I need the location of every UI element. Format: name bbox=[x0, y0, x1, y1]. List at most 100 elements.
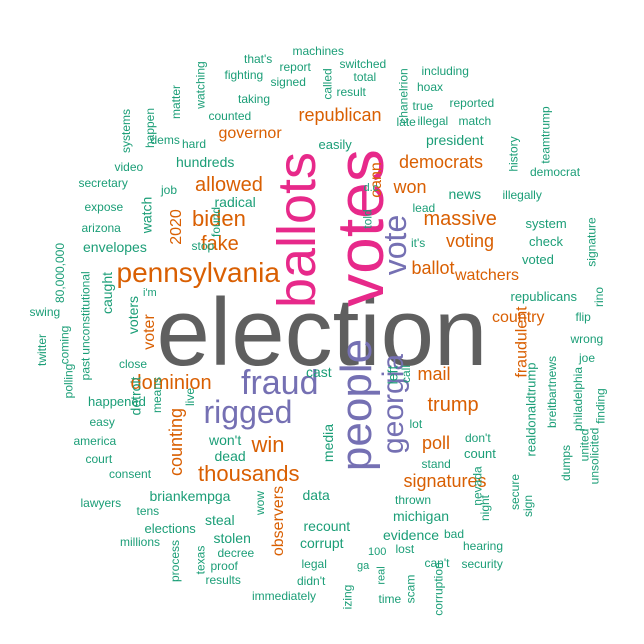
word-illegal: illegal bbox=[417, 114, 449, 128]
word-hoax: hoax bbox=[417, 80, 444, 94]
word-corrupt: corrupt bbox=[300, 535, 344, 551]
word-found: found bbox=[209, 206, 224, 238]
word-hearing: hearing bbox=[463, 539, 504, 553]
word-america: america bbox=[73, 434, 117, 448]
word-republican: republican bbox=[298, 105, 382, 125]
word-governor: governor bbox=[218, 125, 282, 142]
word-fighting: fighting bbox=[224, 68, 264, 82]
word-history: history bbox=[506, 136, 521, 172]
word-dominion: dominion bbox=[130, 372, 212, 394]
word-didn-t: didn't bbox=[297, 574, 326, 588]
word-it-s: it's bbox=[411, 236, 426, 250]
word-millions: millions bbox=[120, 535, 161, 549]
word-thrown: thrown bbox=[395, 493, 432, 507]
word-biden: biden bbox=[192, 206, 246, 231]
word-expose: expose bbox=[84, 200, 124, 214]
word-proof: proof bbox=[210, 559, 238, 573]
word-reported: reported bbox=[449, 96, 495, 110]
word-mail: mail bbox=[417, 364, 451, 384]
word-data: data bbox=[302, 487, 330, 503]
word-matter: matter bbox=[169, 84, 184, 120]
word-steal: steal bbox=[205, 512, 235, 528]
word-system: system bbox=[525, 215, 567, 231]
word-tens: tens bbox=[136, 504, 160, 518]
word-call: call bbox=[399, 364, 414, 384]
word-cast: cast bbox=[306, 364, 332, 380]
word-signed: signed bbox=[270, 75, 306, 89]
word-izing: izing bbox=[339, 584, 354, 610]
word-results: results bbox=[205, 573, 241, 587]
word-republicans: republicans bbox=[510, 288, 578, 304]
word-finding: finding bbox=[593, 388, 608, 424]
word-left: left bbox=[383, 365, 400, 385]
word-true: true bbox=[412, 99, 434, 113]
word-briankempga: briankempga bbox=[149, 488, 231, 504]
word-president: president bbox=[426, 132, 484, 148]
word-wrong: wrong bbox=[570, 332, 604, 346]
word-lot: lot bbox=[409, 417, 423, 431]
word-country: country bbox=[492, 309, 545, 326]
word-2020: 2020 bbox=[167, 209, 185, 245]
word-swing: swing bbox=[29, 305, 61, 319]
word-real: real bbox=[375, 565, 388, 585]
word-d-c: d.c bbox=[363, 181, 379, 194]
word-sign: sign bbox=[521, 494, 536, 518]
word-voting: voting bbox=[446, 231, 495, 251]
word-media: media bbox=[320, 423, 337, 463]
word-told: told bbox=[360, 209, 375, 229]
word-breitbartnews: breitbartnews bbox=[545, 355, 560, 429]
word-security: security bbox=[461, 557, 503, 571]
word-arizona: arizona bbox=[81, 221, 121, 235]
word-voted: voted bbox=[522, 251, 554, 267]
word-close: close bbox=[119, 357, 148, 371]
word-joe: joe bbox=[579, 351, 596, 365]
word-easily: easily bbox=[318, 136, 352, 152]
word-texas: texas bbox=[192, 545, 207, 575]
word-people: people bbox=[332, 338, 382, 472]
word-80-000-000: 80,000,000 bbox=[53, 242, 68, 304]
word-hard: hard bbox=[182, 137, 207, 151]
word-polling: polling bbox=[60, 363, 75, 399]
word-watchers: watchers bbox=[455, 267, 520, 284]
word-elections: elections bbox=[144, 520, 196, 536]
word-match: match bbox=[458, 114, 492, 128]
word-signature: signature bbox=[584, 217, 599, 267]
word-100: 100 bbox=[368, 545, 387, 558]
word-legal: legal bbox=[301, 557, 327, 571]
word-check: check bbox=[529, 233, 563, 249]
word-taking: taking bbox=[238, 92, 271, 106]
word-report: report bbox=[279, 60, 311, 74]
word-rigged: rigged bbox=[203, 394, 293, 430]
word-illegally: illegally bbox=[502, 188, 542, 202]
word-can-t: can't bbox=[424, 556, 450, 570]
word-late: late bbox=[396, 115, 416, 129]
word-job: job bbox=[161, 183, 178, 197]
word-process: process bbox=[168, 539, 183, 583]
word-recount: recount bbox=[303, 518, 351, 534]
word-switched: switched bbox=[339, 57, 387, 71]
word-secure: secure bbox=[508, 473, 523, 511]
word-result: result bbox=[336, 85, 366, 99]
word-machines: machines bbox=[292, 44, 344, 58]
word-ga: ga bbox=[357, 559, 370, 572]
word-news: news bbox=[448, 186, 482, 202]
word-election: election bbox=[156, 279, 488, 386]
word-lost: lost bbox=[395, 542, 415, 556]
word-michigan: michigan bbox=[393, 508, 450, 524]
word-lawyers: lawyers bbox=[80, 496, 122, 510]
word-time: time bbox=[378, 592, 402, 606]
word-systems: systems bbox=[119, 108, 134, 154]
word-democrat: democrat bbox=[530, 165, 581, 179]
word-wow: wow bbox=[253, 490, 268, 516]
word-realdonaldtrump: realdonaldtrump bbox=[523, 362, 539, 456]
word-teamtrump: teamtrump bbox=[538, 106, 553, 164]
word-dumps: dumps bbox=[559, 444, 574, 482]
word-philadelphia: philadelphia bbox=[571, 366, 586, 432]
word-that-s: that's bbox=[244, 52, 273, 66]
word-means: means bbox=[150, 376, 165, 414]
word-secretary: secretary bbox=[78, 176, 128, 190]
word-video: video bbox=[114, 160, 144, 174]
word-radical: radical bbox=[214, 194, 256, 210]
word-stand: stand bbox=[421, 457, 451, 471]
